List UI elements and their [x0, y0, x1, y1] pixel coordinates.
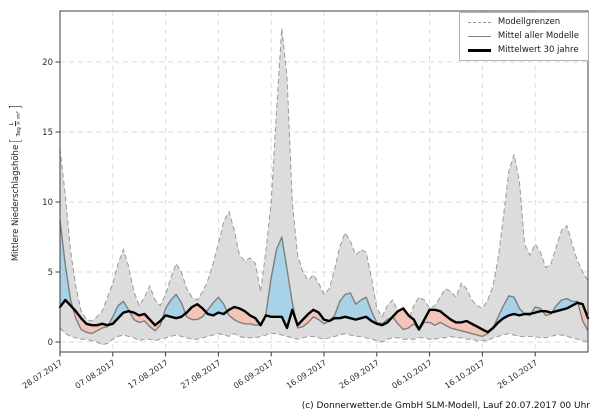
- legend-item-model-bounds: Modellgrenzen: [467, 17, 579, 28]
- y-tick-label: 15: [42, 128, 53, 138]
- y-axis-label-text: Mittlere Niederschlagshöhe: [11, 144, 21, 262]
- x-tick-label: 07.08.2017: [74, 358, 117, 390]
- unit-fraction: L Tag × m²: [9, 111, 23, 137]
- x-tick-label: 16.09.2017: [285, 358, 328, 390]
- unit-bracket-close: ]: [7, 104, 25, 110]
- y-tick-label: 10: [42, 198, 53, 208]
- x-tick-label: 06.09.2017: [232, 358, 275, 390]
- x-tick-label: 28.07.2017: [21, 358, 64, 390]
- legend-label: Modellgrenzen: [497, 17, 561, 27]
- legend-item-model-mean: Mittel aller Modelle: [467, 30, 579, 42]
- x-tick-label: 26.09.2017: [338, 358, 381, 390]
- y-axis-label: Mittlere Niederschlagshöhe [ L Tag × m² …: [7, 104, 25, 262]
- legend: Modellgrenzen Mittel aller Modelle Mitte…: [458, 12, 589, 62]
- mean-lines: [58, 220, 590, 338]
- unit-bracket-open: [: [7, 138, 25, 143]
- unit-denominator: Tag × m²: [16, 111, 23, 137]
- black-line-swatch-icon: [467, 48, 491, 52]
- y-tick-label: 20: [42, 58, 53, 68]
- x-tick-label: 06.10.2017: [390, 358, 433, 390]
- y-tick-label: 0: [48, 338, 53, 348]
- y-tick-label: 5: [48, 268, 53, 278]
- x-tick-label: 27.08.2017: [179, 358, 222, 390]
- dashed-line-swatch-icon: [467, 22, 491, 24]
- gray-line-swatch-icon: [467, 36, 491, 38]
- legend-label: Mittel aller Modelle: [497, 30, 579, 41]
- legend-item-30y-mean: Mittelwert 30 jahre: [467, 44, 579, 56]
- anomaly-fills: [60, 220, 588, 337]
- x-tick-label: 16.10.2017: [443, 358, 486, 390]
- grid-lines: [59, 11, 588, 352]
- legend-label: Mittelwert 30 jahre: [497, 44, 579, 55]
- x-tick-label: 17.08.2017: [126, 358, 169, 390]
- x-tick-label: 26.10.2017: [496, 358, 539, 390]
- copyright-text: (c) Donnerwetter.de GmbH SLM-Modell, Lau…: [301, 401, 590, 411]
